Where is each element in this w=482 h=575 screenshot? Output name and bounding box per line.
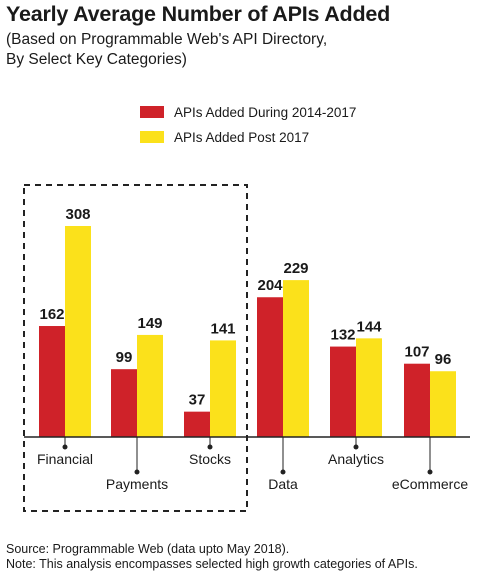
- bar-stocks-series-1: [184, 411, 210, 437]
- value-label-analytics-series-2: 144: [356, 318, 382, 335]
- legend-swatch-red: [140, 106, 164, 118]
- value-label-analytics-series-1: 132: [330, 327, 355, 344]
- tick-dot-analytics: [353, 444, 359, 450]
- value-label-stocks-series-2: 141: [210, 320, 235, 337]
- category-label-payments: Payments: [106, 476, 168, 492]
- tick-dot-financial: [62, 444, 68, 450]
- value-label-stocks-series-1: 37: [189, 392, 206, 409]
- category-label-ecommerce: eCommerce: [392, 476, 468, 492]
- legend-swatch-yellow: [140, 131, 164, 143]
- bar-analytics-series-1: [330, 346, 356, 437]
- legend: APIs Added During 2014-2017 APIs Added P…: [140, 103, 356, 153]
- chart-subtitle: (Based on Programmable Web's API Directo…: [6, 30, 327, 70]
- bar-analytics-series-2: [356, 338, 382, 437]
- bar-ecommerce-series-1: [404, 363, 430, 437]
- bar-stocks-series-2: [210, 340, 236, 437]
- subtitle-line-1: (Based on Programmable Web's API Directo…: [6, 31, 328, 48]
- legend-item-series-1: APIs Added During 2014-2017: [140, 103, 356, 121]
- footer: Source: Programmable Web (data upto May …: [6, 542, 418, 572]
- bar-financial-series-1: [39, 326, 65, 437]
- legend-label-series-1: APIs Added During 2014-2017: [174, 104, 357, 120]
- tick-dot-stocks: [207, 444, 213, 450]
- value-label-payments-series-2: 149: [137, 315, 162, 332]
- bar-ecommerce-series-2: [430, 371, 456, 437]
- value-label-ecommerce-series-2: 96: [435, 351, 452, 368]
- legend-label-series-2: APIs Added Post 2017: [174, 129, 310, 145]
- value-label-financial-series-2: 308: [65, 206, 90, 223]
- tick-dot-ecommerce: [427, 469, 433, 475]
- category-label-stocks: Stocks: [189, 451, 231, 467]
- bar-payments-series-2: [137, 334, 163, 437]
- chart-title: Yearly Average Number of APIs Added: [6, 2, 391, 26]
- source-note: Source: Programmable Web (data upto May …: [6, 542, 290, 556]
- value-label-financial-series-1: 162: [39, 306, 64, 323]
- tick-dot-payments: [134, 469, 140, 475]
- tick-dot-data: [280, 469, 286, 475]
- category-label-data: Data: [268, 476, 298, 492]
- bar-payments-series-1: [111, 369, 137, 437]
- value-label-payments-series-1: 99: [116, 349, 133, 366]
- value-label-ecommerce-series-1: 107: [404, 344, 429, 361]
- legend-item-series-2: APIs Added Post 2017: [140, 128, 356, 146]
- analysis-note: Note: This analysis encompasses selected…: [6, 557, 418, 571]
- bar-financial-series-2: [65, 226, 91, 437]
- value-label-data-series-1: 204: [257, 277, 283, 294]
- bar-data-series-1: [257, 297, 283, 437]
- bar-data-series-2: [283, 280, 309, 437]
- dashed-group-box: [23, 184, 248, 512]
- category-label-analytics: Analytics: [328, 451, 384, 467]
- value-label-data-series-2: 229: [283, 260, 308, 277]
- category-label-financial: Financial: [37, 451, 93, 467]
- subtitle-line-2: By Select Key Categories): [6, 51, 187, 68]
